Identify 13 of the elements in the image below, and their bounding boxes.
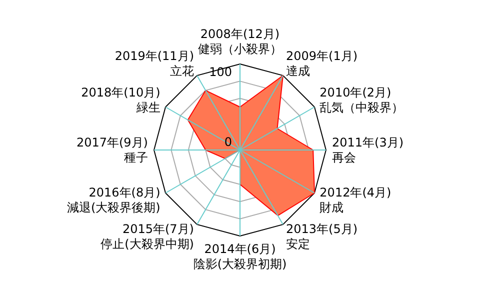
spoke-label: 2015年(7月) 停止(大殺界中期) <box>100 222 194 252</box>
spoke-label: 2010年(2月) 乱気（中殺界） <box>320 86 404 114</box>
spoke-label: 2012年(4月) 財成 <box>320 186 392 214</box>
y-tick-label: 100 <box>209 65 232 79</box>
spoke-label: 2009年(1月) 達成 <box>286 48 358 78</box>
spoke-label: 2016年(8月) 減退(大殺界後期) <box>66 186 160 214</box>
spoke-label: 2008年(12月) 健弱（小殺界） <box>198 27 282 56</box>
spoke-label: 2014年(6月) 陰影(大殺界初期) <box>193 242 287 271</box>
spoke-label: 2017年(9月) 種子 <box>76 136 148 164</box>
spoke-label: 2011年(3月) 再会 <box>332 136 404 164</box>
spoke-label: 2018年(10月) 緑生 <box>81 86 160 114</box>
spoke-label: 2019年(11月) 立花 <box>114 48 194 78</box>
spoke-label: 2013年(5月) 安定 <box>286 222 358 252</box>
